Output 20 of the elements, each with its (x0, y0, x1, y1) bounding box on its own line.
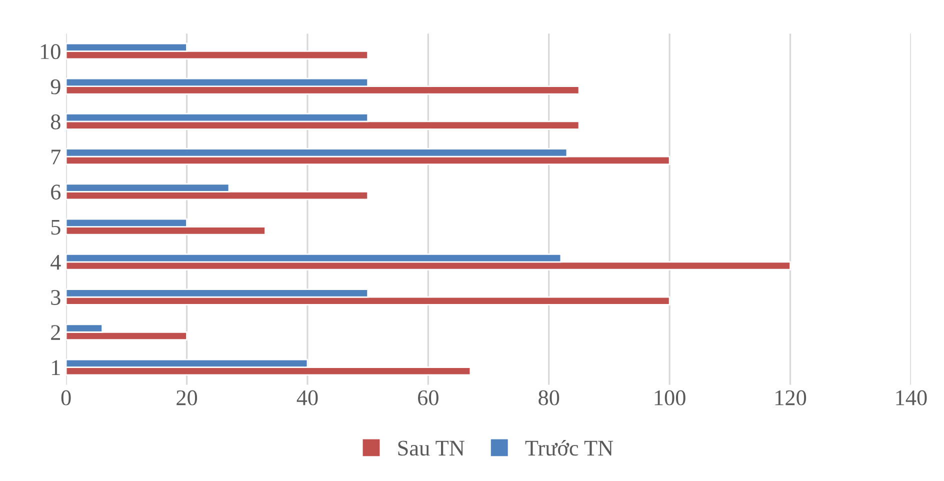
x-tick-label: 140 (896, 390, 927, 406)
y-tick-label: 6 (51, 184, 61, 200)
x-tick-label: 20 (176, 390, 198, 406)
y-tick-label: 8 (50, 114, 60, 130)
x-tick-label: 80 (538, 390, 560, 406)
y-tick-label: 1 (52, 360, 60, 375)
y-tick-label: 9 (50, 79, 60, 94)
x-tick-label: 60 (418, 390, 438, 406)
x-tick-label: 100 (654, 390, 686, 406)
y-tick-label: 3 (51, 290, 60, 305)
y-tick-label: 2 (51, 325, 60, 340)
x-tick-label: 0 (61, 390, 71, 406)
x-tick-label: 120 (776, 390, 806, 406)
y-tick-label: 10 (40, 44, 60, 60)
x-tick-label: 40 (296, 390, 318, 406)
y-tick-label: 7 (52, 150, 61, 164)
y-tick-label: 5 (51, 220, 60, 235)
legend-label: Sau TN (398, 440, 464, 456)
y-tick-label: 4 (50, 254, 61, 270)
legend-label: Trước TN (525, 440, 614, 456)
